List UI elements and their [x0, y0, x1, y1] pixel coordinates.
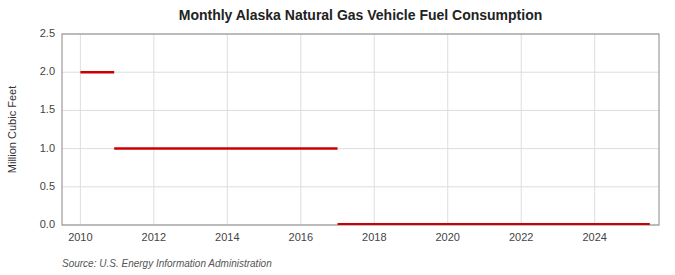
grid — [62, 34, 659, 225]
y-tick-label: 0.5 — [40, 180, 55, 192]
y-tick-label: 2.0 — [40, 65, 55, 77]
segment — [338, 223, 650, 225]
plot-frame — [62, 34, 659, 225]
x-tick-label: 2010 — [68, 231, 92, 243]
y-grid-line — [62, 148, 659, 149]
y-tick-label: 2.5 — [40, 27, 55, 39]
y-tick-label: 1.5 — [40, 103, 55, 115]
axes: 0.0 0.5 1.0 1.5 2.0 2.5 2010 2012 2014 2016 2018 20… — [40, 27, 607, 243]
y-grid-line — [62, 72, 659, 73]
x-grid-line — [300, 34, 301, 225]
x-grid-line — [80, 34, 81, 225]
x-grid-line — [374, 34, 375, 225]
x-grid-line — [447, 34, 448, 225]
x-grid-line — [153, 34, 154, 225]
segment — [80, 71, 114, 74]
x-tick-label: 2020 — [436, 231, 460, 243]
title: Monthly Alaska Natural Gas Vehicle Fuel … — [179, 7, 543, 23]
plot-background — [62, 34, 659, 225]
x-tick-label: 2016 — [289, 231, 313, 243]
segment — [114, 147, 337, 150]
chart: 0.0 0.5 1.0 1.5 2.0 2.5 2010 2012 2014 2016 2018 20… — [0, 0, 675, 275]
y-tick-label: 1.0 — [40, 142, 55, 154]
x-tick-label: 2022 — [509, 231, 533, 243]
x-grid-line — [594, 34, 595, 225]
x-grid-line — [227, 34, 228, 225]
x-tick-label: 2018 — [362, 231, 386, 243]
y-grid-line — [62, 110, 659, 111]
y-tick-label: 0.0 — [40, 218, 55, 230]
y-axis-label: Million Cubic Feet — [6, 86, 18, 173]
x-tick-label: 2024 — [582, 231, 606, 243]
chart-container: 0.0 0.5 1.0 1.5 2.0 2.5 2010 2012 2014 2016 2018 20… — [0, 0, 675, 275]
segments — [80, 72, 649, 224]
page: {"chart_data": {"type": "segments", "tit… — [0, 0, 675, 275]
x-tick-label: 2014 — [215, 231, 239, 243]
x-grid-line — [521, 34, 522, 225]
source-note: Source: U.S. Energy Information Administ… — [62, 258, 272, 269]
y-grid-line — [62, 186, 659, 187]
x-tick-label: 2012 — [142, 231, 166, 243]
